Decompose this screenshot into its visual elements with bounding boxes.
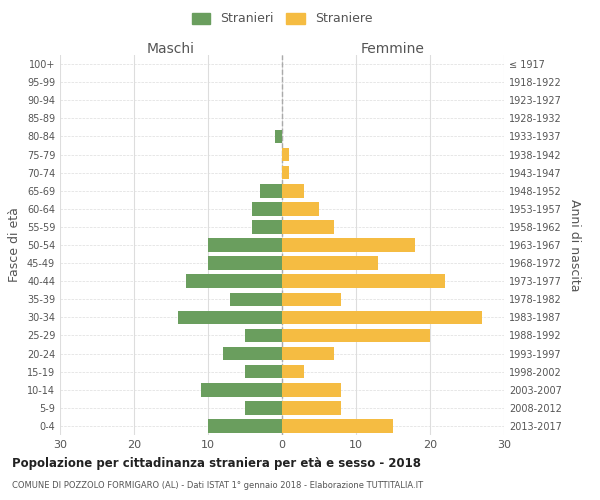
Bar xyxy=(282,383,341,396)
Bar xyxy=(253,220,282,234)
Y-axis label: Fasce di età: Fasce di età xyxy=(8,208,21,282)
Bar xyxy=(282,220,334,234)
Bar xyxy=(282,148,289,162)
Bar xyxy=(208,256,282,270)
Text: Maschi: Maschi xyxy=(147,42,195,56)
Bar xyxy=(208,419,282,432)
Bar xyxy=(282,292,341,306)
Text: Femmine: Femmine xyxy=(361,42,425,56)
Legend: Stranieri, Straniere: Stranieri, Straniere xyxy=(188,8,376,29)
Bar xyxy=(208,238,282,252)
Bar xyxy=(245,328,282,342)
Bar xyxy=(223,347,282,360)
Bar xyxy=(178,310,282,324)
Bar xyxy=(282,419,393,432)
Bar xyxy=(245,401,282,414)
Bar xyxy=(253,202,282,215)
Bar xyxy=(282,256,378,270)
Text: Popolazione per cittadinanza straniera per età e sesso - 2018: Popolazione per cittadinanza straniera p… xyxy=(12,458,421,470)
Text: COMUNE DI POZZOLO FORMIGARO (AL) - Dati ISTAT 1° gennaio 2018 - Elaborazione TUT: COMUNE DI POZZOLO FORMIGARO (AL) - Dati … xyxy=(12,481,423,490)
Bar xyxy=(282,310,482,324)
Bar xyxy=(282,238,415,252)
Bar xyxy=(282,274,445,288)
Bar xyxy=(260,184,282,198)
Bar xyxy=(282,166,289,179)
Bar xyxy=(282,184,304,198)
Y-axis label: Anni di nascita: Anni di nascita xyxy=(568,198,581,291)
Bar xyxy=(275,130,282,143)
Bar xyxy=(282,365,304,378)
Bar xyxy=(282,202,319,215)
Bar xyxy=(282,347,334,360)
Bar xyxy=(230,292,282,306)
Bar xyxy=(186,274,282,288)
Bar xyxy=(245,365,282,378)
Bar xyxy=(282,401,341,414)
Bar xyxy=(200,383,282,396)
Bar xyxy=(282,328,430,342)
